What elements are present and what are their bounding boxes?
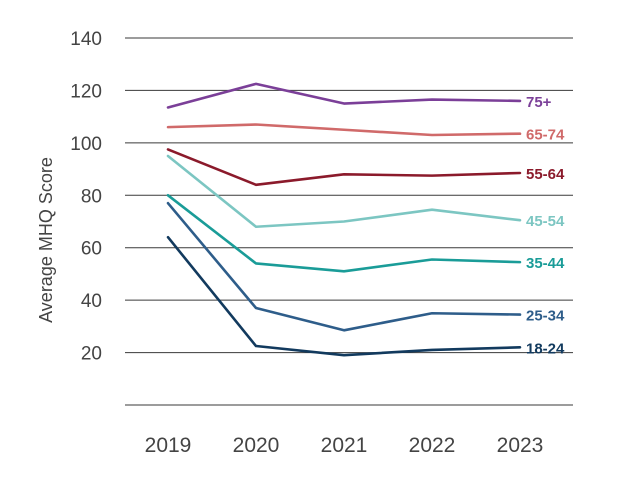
gridlines [125, 37, 573, 406]
x-tick-label: 2023 [497, 434, 544, 457]
x-axis-ticks: 2019 2020 2021 2022 2023 [145, 434, 544, 457]
y-tick-label: 80 [81, 186, 102, 207]
series-label-35-44: 35-44 [526, 255, 565, 272]
y-axis-ticks: 20 40 60 80 100 120 140 [70, 29, 102, 365]
series-label-45-54: 45-54 [526, 213, 565, 230]
x-tick-label: 2019 [145, 434, 192, 457]
series-line-75+ [166, 82, 522, 109]
series-line-55-64 [166, 148, 522, 187]
series-label-25-34: 25-34 [526, 308, 565, 325]
y-tick-label: 40 [81, 291, 102, 312]
x-tick-label: 2021 [321, 434, 368, 457]
y-tick-label: 100 [70, 134, 102, 155]
y-tick-label: 20 [81, 344, 102, 365]
y-tick-label: 120 [70, 81, 102, 102]
y-tick-label: 140 [70, 29, 102, 50]
series-line-35-44 [166, 193, 522, 273]
series-label-75+: 75+ [526, 94, 552, 111]
series-line-25-34 [166, 201, 522, 332]
series-line-18-24 [166, 235, 522, 357]
series-line-45-54 [166, 154, 522, 229]
series-label-55-64: 55-64 [526, 166, 565, 183]
x-tick-label: 2022 [409, 434, 456, 457]
series-label-65-74: 65-74 [526, 127, 565, 144]
series-lines [166, 82, 522, 357]
series-line-65-74 [166, 123, 522, 137]
series-label-18-24: 18-24 [526, 340, 565, 357]
y-axis-title: Average MHQ Score [36, 157, 56, 323]
series-labels: 75+ 65-74 55-64 45-54 35-44 25-34 18-24 [526, 94, 565, 357]
y-tick-label: 60 [81, 239, 102, 260]
x-tick-label: 2020 [233, 434, 280, 457]
